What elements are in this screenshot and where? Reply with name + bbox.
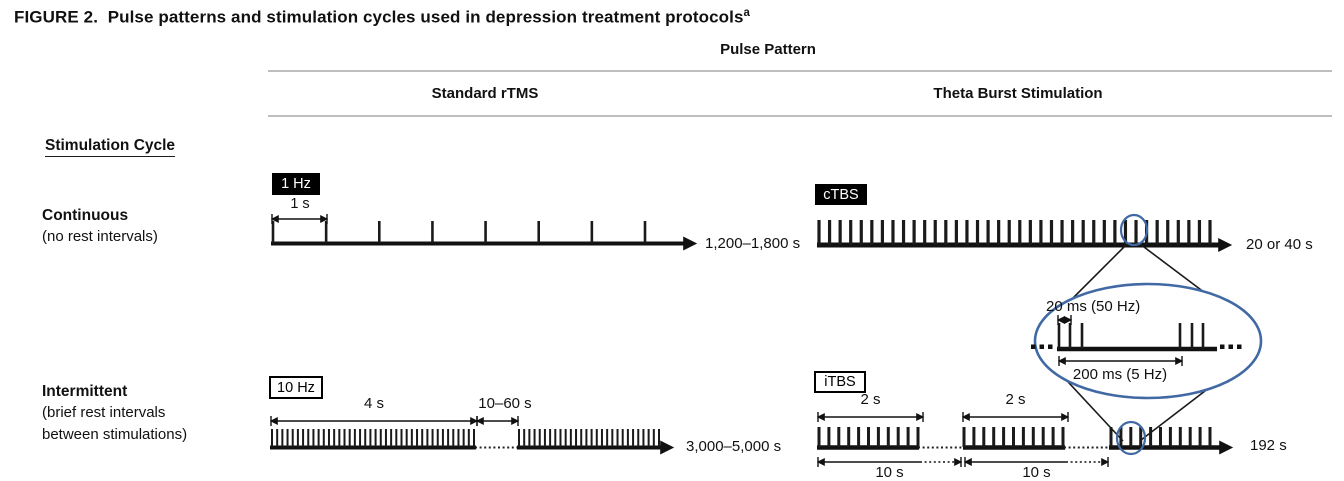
tag-ctbs: cTBS — [815, 184, 867, 205]
duration-itbs: 192 s — [1250, 437, 1287, 454]
row-note-intermittent-2: between stimulations) — [42, 426, 188, 443]
train-2s-measure-2 — [961, 412, 1070, 422]
footnote-marker: a — [743, 7, 750, 19]
figure-title: FIGURE 2. Pulse patterns and stimulation… — [14, 7, 750, 28]
label-10s-2: 10 s — [1022, 464, 1051, 481]
row-note-continuous: (no rest intervals) — [42, 228, 158, 245]
duration-rtms-intermittent: 3,000–5,000 s — [686, 438, 782, 455]
ctbs-timeline — [817, 220, 1233, 252]
column-header-standard-rtms: Standard rTMS — [431, 85, 539, 102]
tag-1hz: 1 Hz — [272, 173, 320, 195]
figure-label: FIGURE 2. — [14, 7, 99, 27]
figure-caption: Pulse patterns and stimulation cycles us… — [107, 7, 744, 27]
label-2s-1: 2 s — [860, 391, 881, 408]
label-10-60s: 10–60 s — [478, 395, 532, 412]
duration-rtms-continuous: 1,200–1,800 s — [705, 235, 801, 252]
rtms-intermittent-timeline — [269, 416, 675, 455]
burst-inset — [1031, 315, 1242, 366]
label-1s: 1 s — [290, 196, 310, 212]
rtms-continuous-timeline — [270, 214, 698, 251]
burst-20ms-measure — [1056, 315, 1073, 325]
tag-itbs: iTBS — [814, 371, 866, 393]
magnifier-callout — [1031, 243, 1263, 442]
train-4s-measure — [269, 416, 479, 426]
itbs-timeline — [816, 412, 1234, 467]
zoom-source-circle-ctbs — [1119, 213, 1149, 247]
cycle-200ms-measure — [1057, 356, 1184, 366]
column-header-theta-burst: Theta Burst Stimulation — [933, 85, 1103, 102]
inset-burst-label: 20 ms (50 Hz) — [1046, 298, 1141, 315]
rest-10-60s-measure — [475, 416, 520, 426]
cycle-10s-measure-2 — [963, 457, 1110, 467]
row-note-intermittent-1: (brief rest intervals — [42, 404, 166, 421]
zoom-source-circle-itbs — [1115, 420, 1147, 456]
inset-cycle-label: 200 ms (5 Hz) — [1072, 366, 1168, 383]
label-4s: 4 s — [363, 395, 384, 412]
row-axis-title: Stimulation Cycle — [45, 136, 176, 158]
cycle-10s-measure-1 — [816, 457, 963, 467]
label-2s-2: 2 s — [1005, 391, 1026, 408]
duration-ctbs: 20 or 40 s — [1246, 236, 1313, 253]
label-10s-1: 10 s — [875, 464, 904, 481]
one-second-measure — [270, 214, 329, 224]
zoom-ellipse — [1033, 282, 1263, 400]
tag-10hz: 10 Hz — [269, 376, 323, 399]
column-group-header: Pulse Pattern — [720, 41, 816, 58]
row-label-intermittent: Intermittent — [42, 383, 128, 400]
train-2s-measure-1 — [816, 412, 925, 422]
row-label-continuous: Continuous — [42, 207, 129, 224]
